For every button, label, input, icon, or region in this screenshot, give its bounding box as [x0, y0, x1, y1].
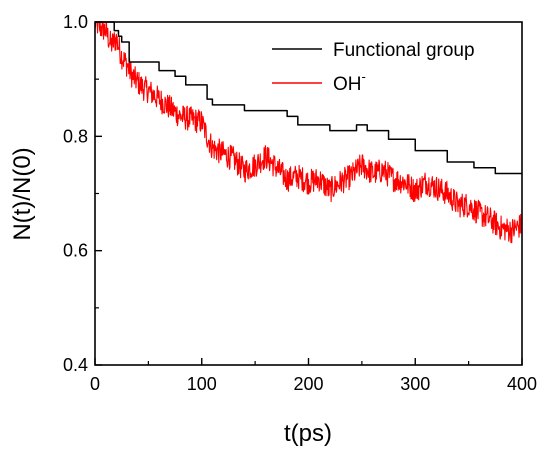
plot-lines	[94, 21, 523, 244]
legend-label-functional-group: Functional group	[333, 40, 475, 61]
y-axis-title: N(t)/N(0)	[9, 147, 36, 240]
axis-ticks: 0 100 200 300 400 0.4 0.6 0.8 1.0	[63, 12, 537, 394]
y-tick-label: 1.0	[63, 12, 88, 32]
x-axis-title: t(ps)	[284, 420, 332, 447]
series-line-oh	[94, 21, 523, 244]
x-tick-label: 400	[507, 374, 537, 394]
y-tick-label: 0.8	[63, 126, 88, 146]
x-tick-label: 100	[187, 374, 217, 394]
series-line-functional-group	[95, 21, 522, 175]
legend-label-oh-base: OH	[333, 74, 362, 95]
y-tick-label: 0.6	[63, 241, 88, 261]
x-tick-label: 200	[293, 374, 323, 394]
x-tick-label: 300	[400, 374, 430, 394]
y-tick-label: 0.4	[63, 355, 88, 375]
legend: Functional group OH-	[272, 40, 475, 95]
legend-label-oh-superscript: -	[362, 69, 366, 84]
legend-label-oh: OH-	[333, 69, 366, 95]
x-tick-label: 0	[90, 374, 100, 394]
